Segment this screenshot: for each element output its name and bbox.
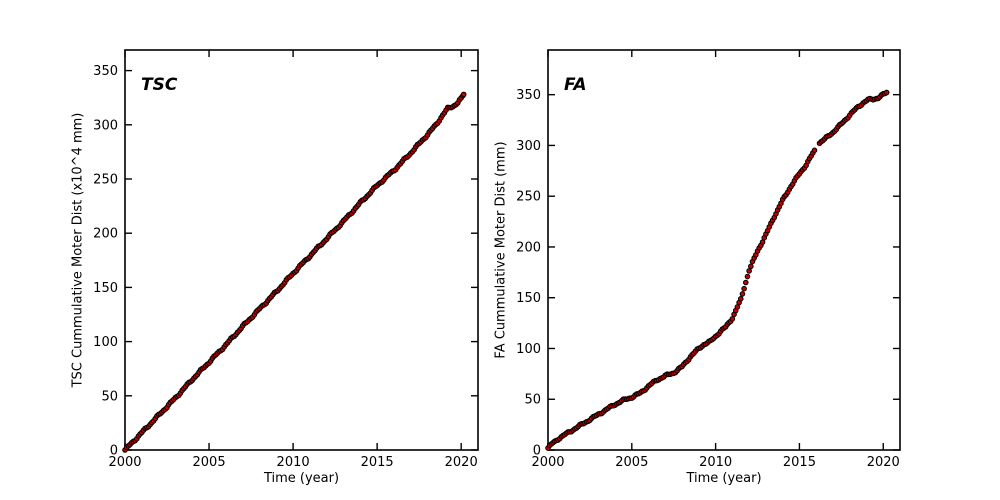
data-point bbox=[729, 316, 736, 322]
plot-spines bbox=[124, 49, 479, 451]
x-tick-label: 2000 bbox=[108, 455, 141, 470]
y-tick-label: 300 bbox=[516, 139, 541, 154]
x-axis-label-tsc: Time (year) bbox=[263, 471, 340, 486]
x-tick-label: 2000 bbox=[531, 455, 564, 470]
data-point bbox=[737, 296, 744, 302]
y-tick-label: 100 bbox=[516, 342, 541, 357]
x-tick-label: 2010 bbox=[277, 455, 310, 470]
axes-tsc: 2000 2005 2010 2015 2020 0 50 100 150 200 250 300 35… bbox=[93, 49, 479, 470]
x-tick-label: 2015 bbox=[783, 455, 816, 470]
y-tick-label: 150 bbox=[516, 291, 541, 306]
y-tick-label: 200 bbox=[516, 240, 541, 255]
y-tick-label: 50 bbox=[101, 389, 118, 404]
data-point bbox=[742, 279, 749, 286]
y-tick-label: 150 bbox=[93, 281, 118, 296]
y-tick-label: 50 bbox=[524, 393, 541, 408]
y-axis-label-fa: FA Cummulative Moter Dist (mm) bbox=[493, 141, 509, 359]
axes-fa: 2000 2005 2010 2015 2020 0 50 100 150 200 250 300 35… bbox=[516, 49, 901, 470]
data-point bbox=[739, 291, 746, 297]
plot-title-fa: FA bbox=[564, 75, 587, 95]
data-point bbox=[460, 91, 467, 98]
y-tick-label: 300 bbox=[93, 118, 118, 133]
y-tick-label: 0 bbox=[110, 444, 118, 459]
y-tick-label: 250 bbox=[93, 172, 118, 187]
x-tick-label: 2020 bbox=[867, 455, 900, 470]
y-tick-label: 350 bbox=[93, 64, 118, 79]
x-tick-label: 2005 bbox=[193, 455, 226, 470]
x-axis-label-fa: Time (year) bbox=[686, 471, 762, 486]
x-tick-label: 2010 bbox=[699, 455, 732, 470]
series-tsc bbox=[122, 91, 467, 453]
plot-title-tsc: TSC bbox=[141, 75, 178, 95]
y-tick-label: 0 bbox=[533, 444, 541, 459]
data-point bbox=[744, 273, 751, 280]
data-point bbox=[748, 263, 754, 270]
y-tick-label: 100 bbox=[93, 335, 118, 350]
x-tick-label: 2015 bbox=[361, 455, 394, 470]
data-point bbox=[741, 285, 747, 292]
series-fa bbox=[545, 89, 890, 451]
data-point bbox=[811, 147, 818, 154]
y-tick-label: 350 bbox=[516, 88, 541, 103]
x-tick-label: 2005 bbox=[615, 455, 648, 470]
data-point bbox=[883, 89, 890, 96]
y-tick-label: 200 bbox=[93, 227, 118, 242]
x-tick-label: 2020 bbox=[445, 455, 478, 470]
y-axis-label-tsc: TSC Cummulative Moter Dist (x10^4 mm) bbox=[70, 112, 86, 388]
plot-spines bbox=[547, 49, 901, 451]
data-point bbox=[746, 268, 752, 274]
y-tick-label: 250 bbox=[516, 190, 541, 205]
